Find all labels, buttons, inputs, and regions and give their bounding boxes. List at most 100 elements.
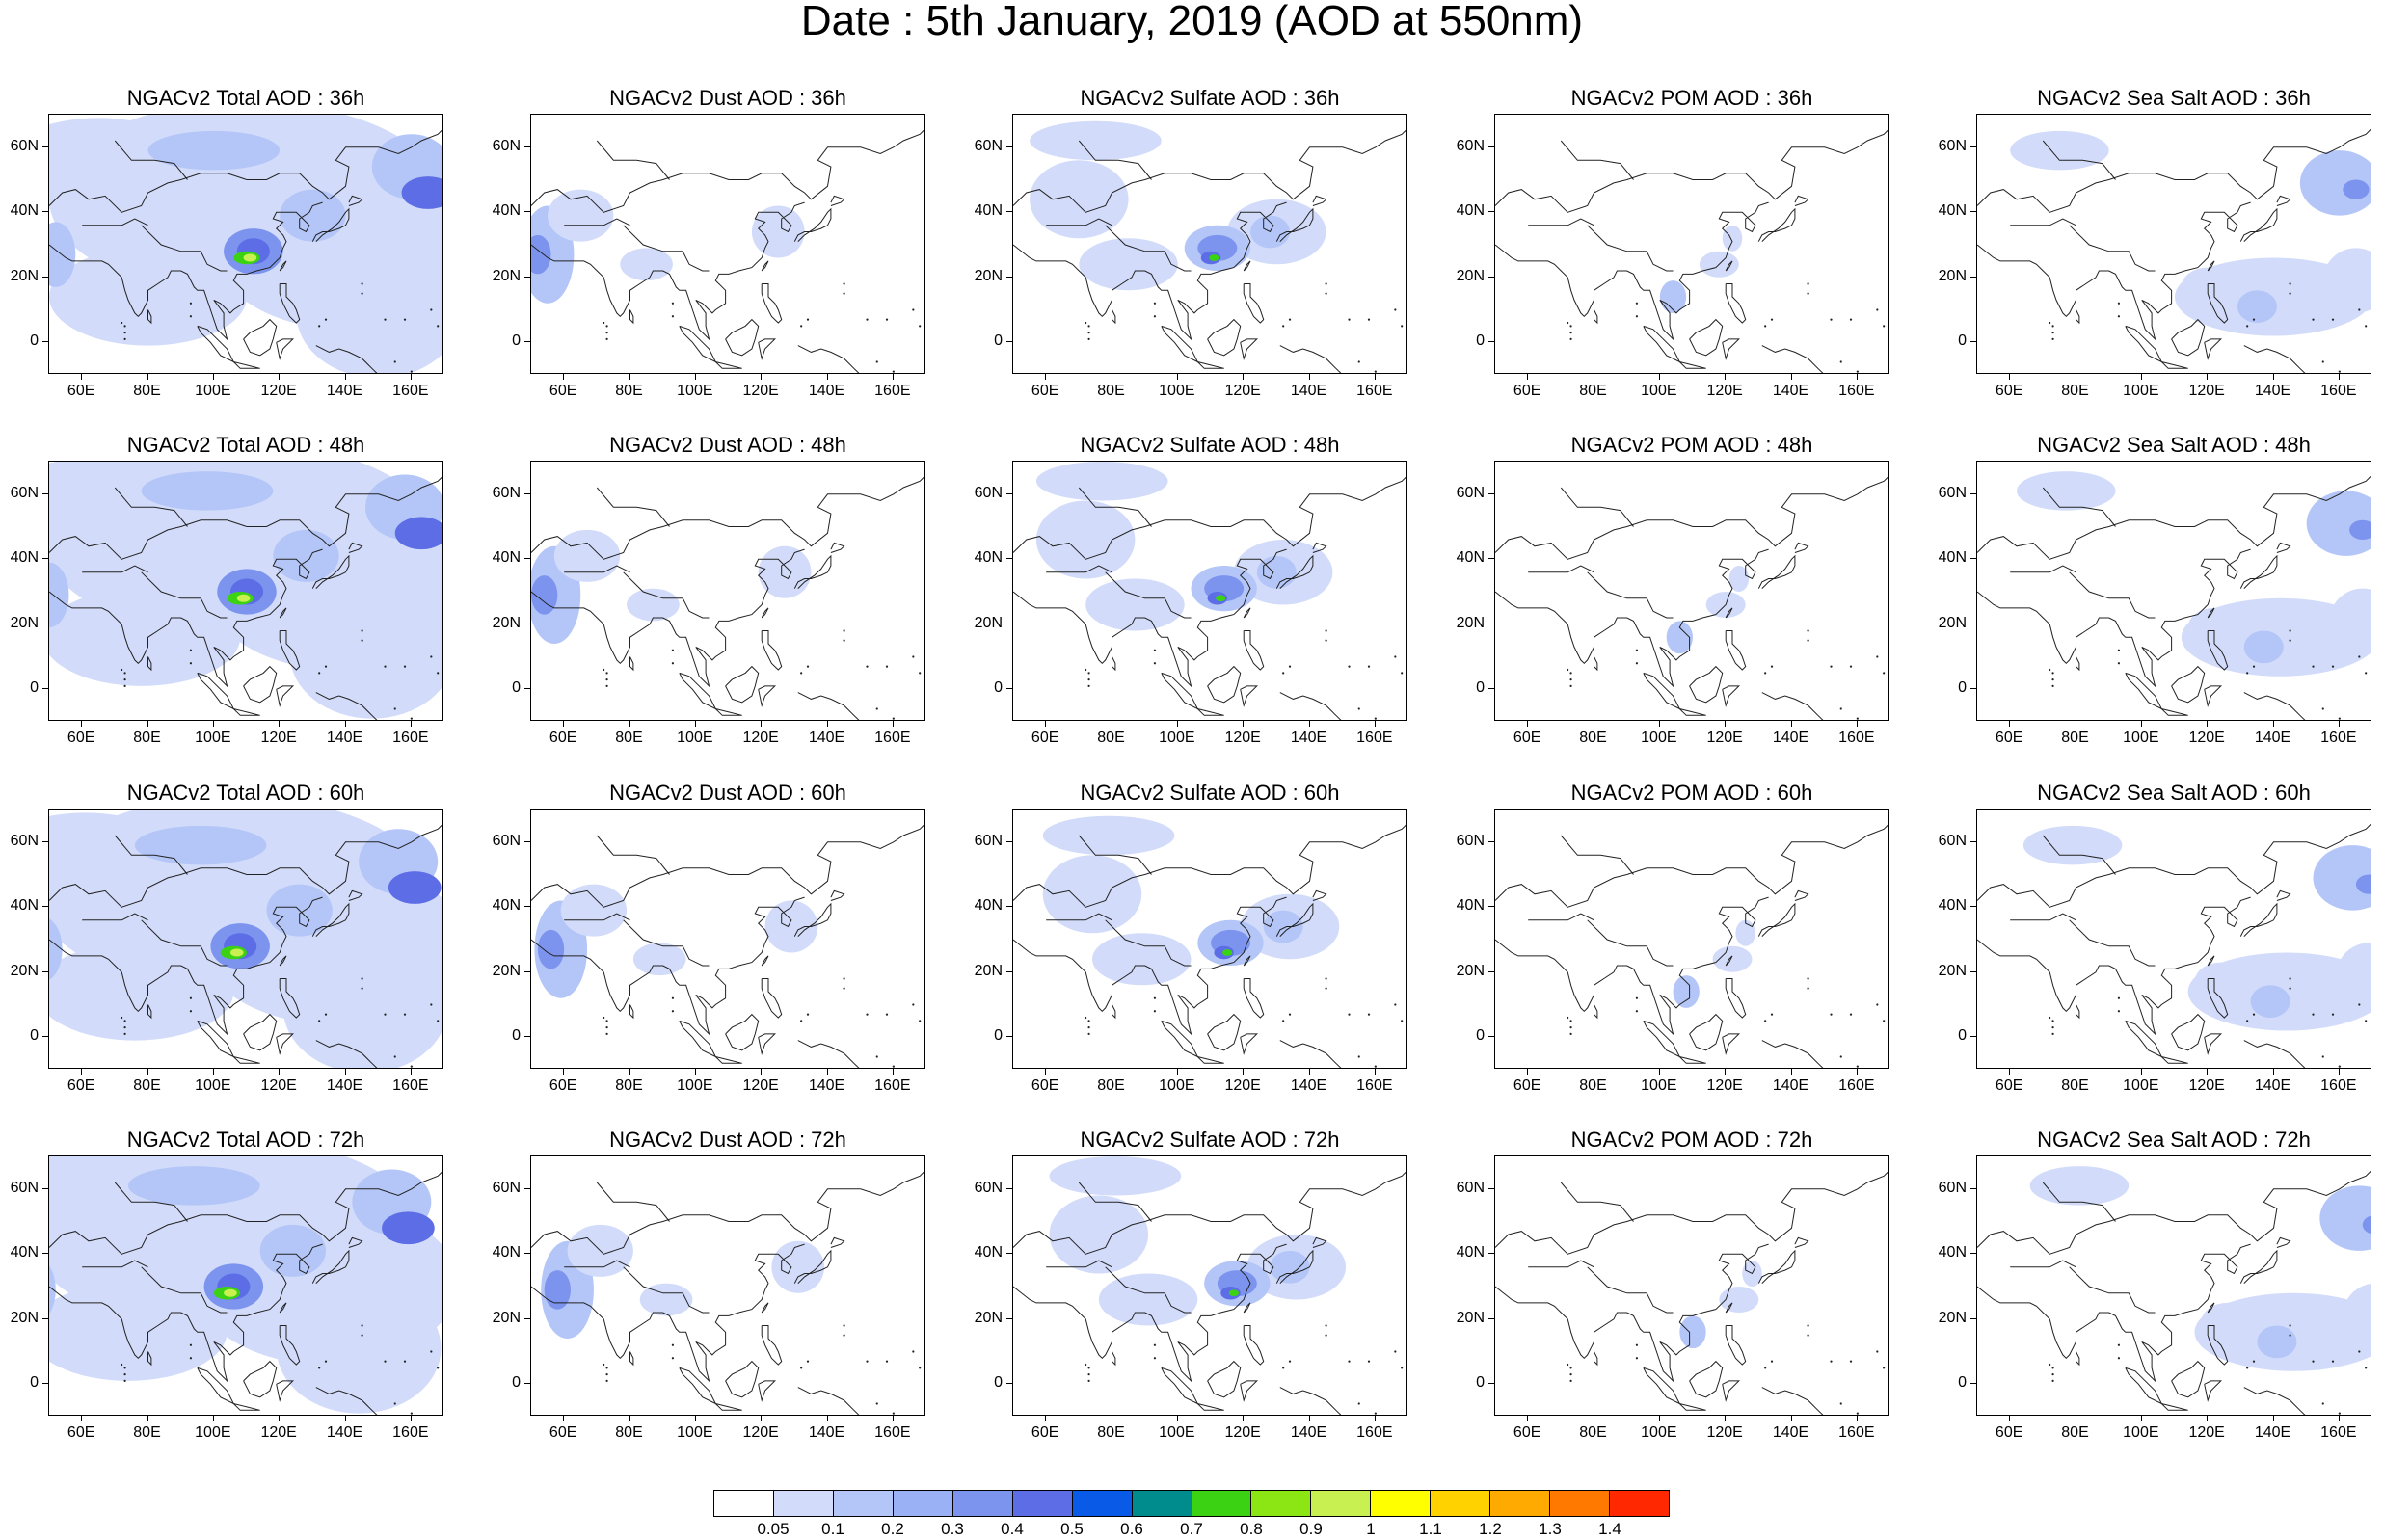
island	[121, 1364, 122, 1366]
panel-title: NGACv2 Sulfate AOD : 60h	[974, 782, 1446, 805]
aod-shading	[1030, 160, 1129, 238]
island	[1569, 1026, 1571, 1028]
island	[1087, 325, 1089, 327]
lon-tick	[1527, 721, 1528, 727]
lon-tick-label: 100E	[1148, 730, 1206, 746]
lon-tick-label: 160E	[2310, 384, 2368, 399]
island	[807, 319, 809, 321]
lon-tick-label: 100E	[2112, 1078, 2170, 1094]
island	[2365, 1020, 2367, 1022]
lon-tick-label: 80E	[119, 730, 176, 746]
coastline	[244, 320, 277, 356]
lon-tick	[2339, 721, 2340, 727]
coastline	[198, 673, 234, 708]
lon-tick	[2141, 1069, 2142, 1075]
lat-tick-label: 20N	[0, 1311, 39, 1326]
island	[318, 325, 320, 327]
coastline	[198, 1367, 234, 1403]
coastline	[2172, 1362, 2205, 1397]
island	[1394, 308, 1396, 310]
aod-shading	[1257, 556, 1297, 589]
island	[1325, 293, 1326, 295]
island	[2253, 1361, 2255, 1363]
lon-tick-label: 160E	[2310, 730, 2368, 746]
lat-tick-label: 40N	[1446, 203, 1485, 219]
lon-tick	[563, 721, 564, 727]
lat-tick	[42, 1318, 48, 1319]
lat-tick	[1006, 688, 1012, 689]
island	[2246, 325, 2248, 327]
lon-tick	[1375, 374, 1376, 380]
lon-tick-label: 160E	[382, 730, 440, 746]
coastline	[1112, 657, 1115, 671]
lon-tick	[695, 721, 696, 727]
lon-tick-label: 120E	[2178, 1078, 2236, 1094]
lat-tick-label: 60N	[482, 834, 521, 849]
aod-shading	[2010, 131, 2109, 171]
coastline	[2010, 566, 2076, 572]
island	[1087, 672, 1089, 674]
island	[2289, 977, 2290, 979]
lat-tick-label: 40N	[482, 898, 521, 914]
lat-tick-label: 0	[1928, 333, 1967, 349]
island	[1567, 669, 1568, 671]
lat-tick	[42, 841, 48, 842]
lon-tick-label: 60E	[52, 384, 110, 399]
lon-tick	[629, 374, 630, 380]
lon-tick-label: 140E	[1280, 384, 1338, 399]
aod-shading	[2244, 631, 2284, 664]
island	[1289, 666, 1291, 668]
island	[866, 319, 868, 321]
island	[1085, 1017, 1086, 1019]
island	[1087, 1026, 1089, 1028]
island	[123, 325, 125, 327]
lon-tick-label: 140E	[1280, 730, 1338, 746]
coastline	[531, 475, 925, 560]
coastline	[1723, 1034, 1739, 1053]
coastline	[2076, 1352, 2079, 1366]
coastline	[1679, 709, 1705, 716]
lat-tick-label: 40N	[1446, 550, 1485, 566]
lon-tick-label: 140E	[798, 384, 856, 399]
island	[1348, 1014, 1350, 1016]
lon-tick-label: 100E	[666, 730, 724, 746]
lon-tick-label: 160E	[864, 384, 922, 399]
lon-tick	[1659, 721, 1660, 727]
lon-tick	[213, 374, 214, 380]
lon-tick	[1177, 1416, 1178, 1421]
lon-tick	[2273, 374, 2274, 380]
lat-tick-label: 20N	[1928, 1311, 1967, 1326]
island	[1771, 666, 1773, 668]
island	[919, 1020, 921, 1022]
island	[1368, 666, 1370, 668]
island	[2322, 360, 2324, 362]
island	[1636, 1357, 1638, 1359]
island	[1850, 1014, 1852, 1016]
lon-tick	[2141, 374, 2142, 380]
coastline	[2161, 362, 2187, 369]
island	[325, 666, 327, 668]
lon-tick	[629, 721, 630, 727]
island	[1325, 1324, 1326, 1326]
aod-shading	[1271, 1251, 1310, 1284]
coastline	[2161, 709, 2187, 716]
island	[886, 319, 888, 321]
lon-tick-label: 140E	[798, 730, 856, 746]
island	[1764, 672, 1766, 674]
coastline	[1690, 1362, 1723, 1397]
map-plot-area	[1012, 114, 1407, 374]
lon-tick	[827, 1416, 828, 1421]
aod-shading	[148, 131, 281, 171]
lon-tick-label: 100E	[2112, 730, 2170, 746]
lon-tick-label: 160E	[2310, 1078, 2368, 1094]
lat-tick-label: 60N	[1928, 1181, 1967, 1196]
coastline	[2126, 1021, 2162, 1056]
island	[361, 988, 362, 990]
island	[1401, 1020, 1403, 1022]
lon-tick-label: 120E	[1214, 730, 1272, 746]
lon-tick	[345, 1416, 346, 1421]
lon-tick	[1527, 1416, 1528, 1421]
coastline	[531, 128, 925, 213]
island	[1807, 640, 1808, 642]
island	[1883, 325, 1885, 327]
